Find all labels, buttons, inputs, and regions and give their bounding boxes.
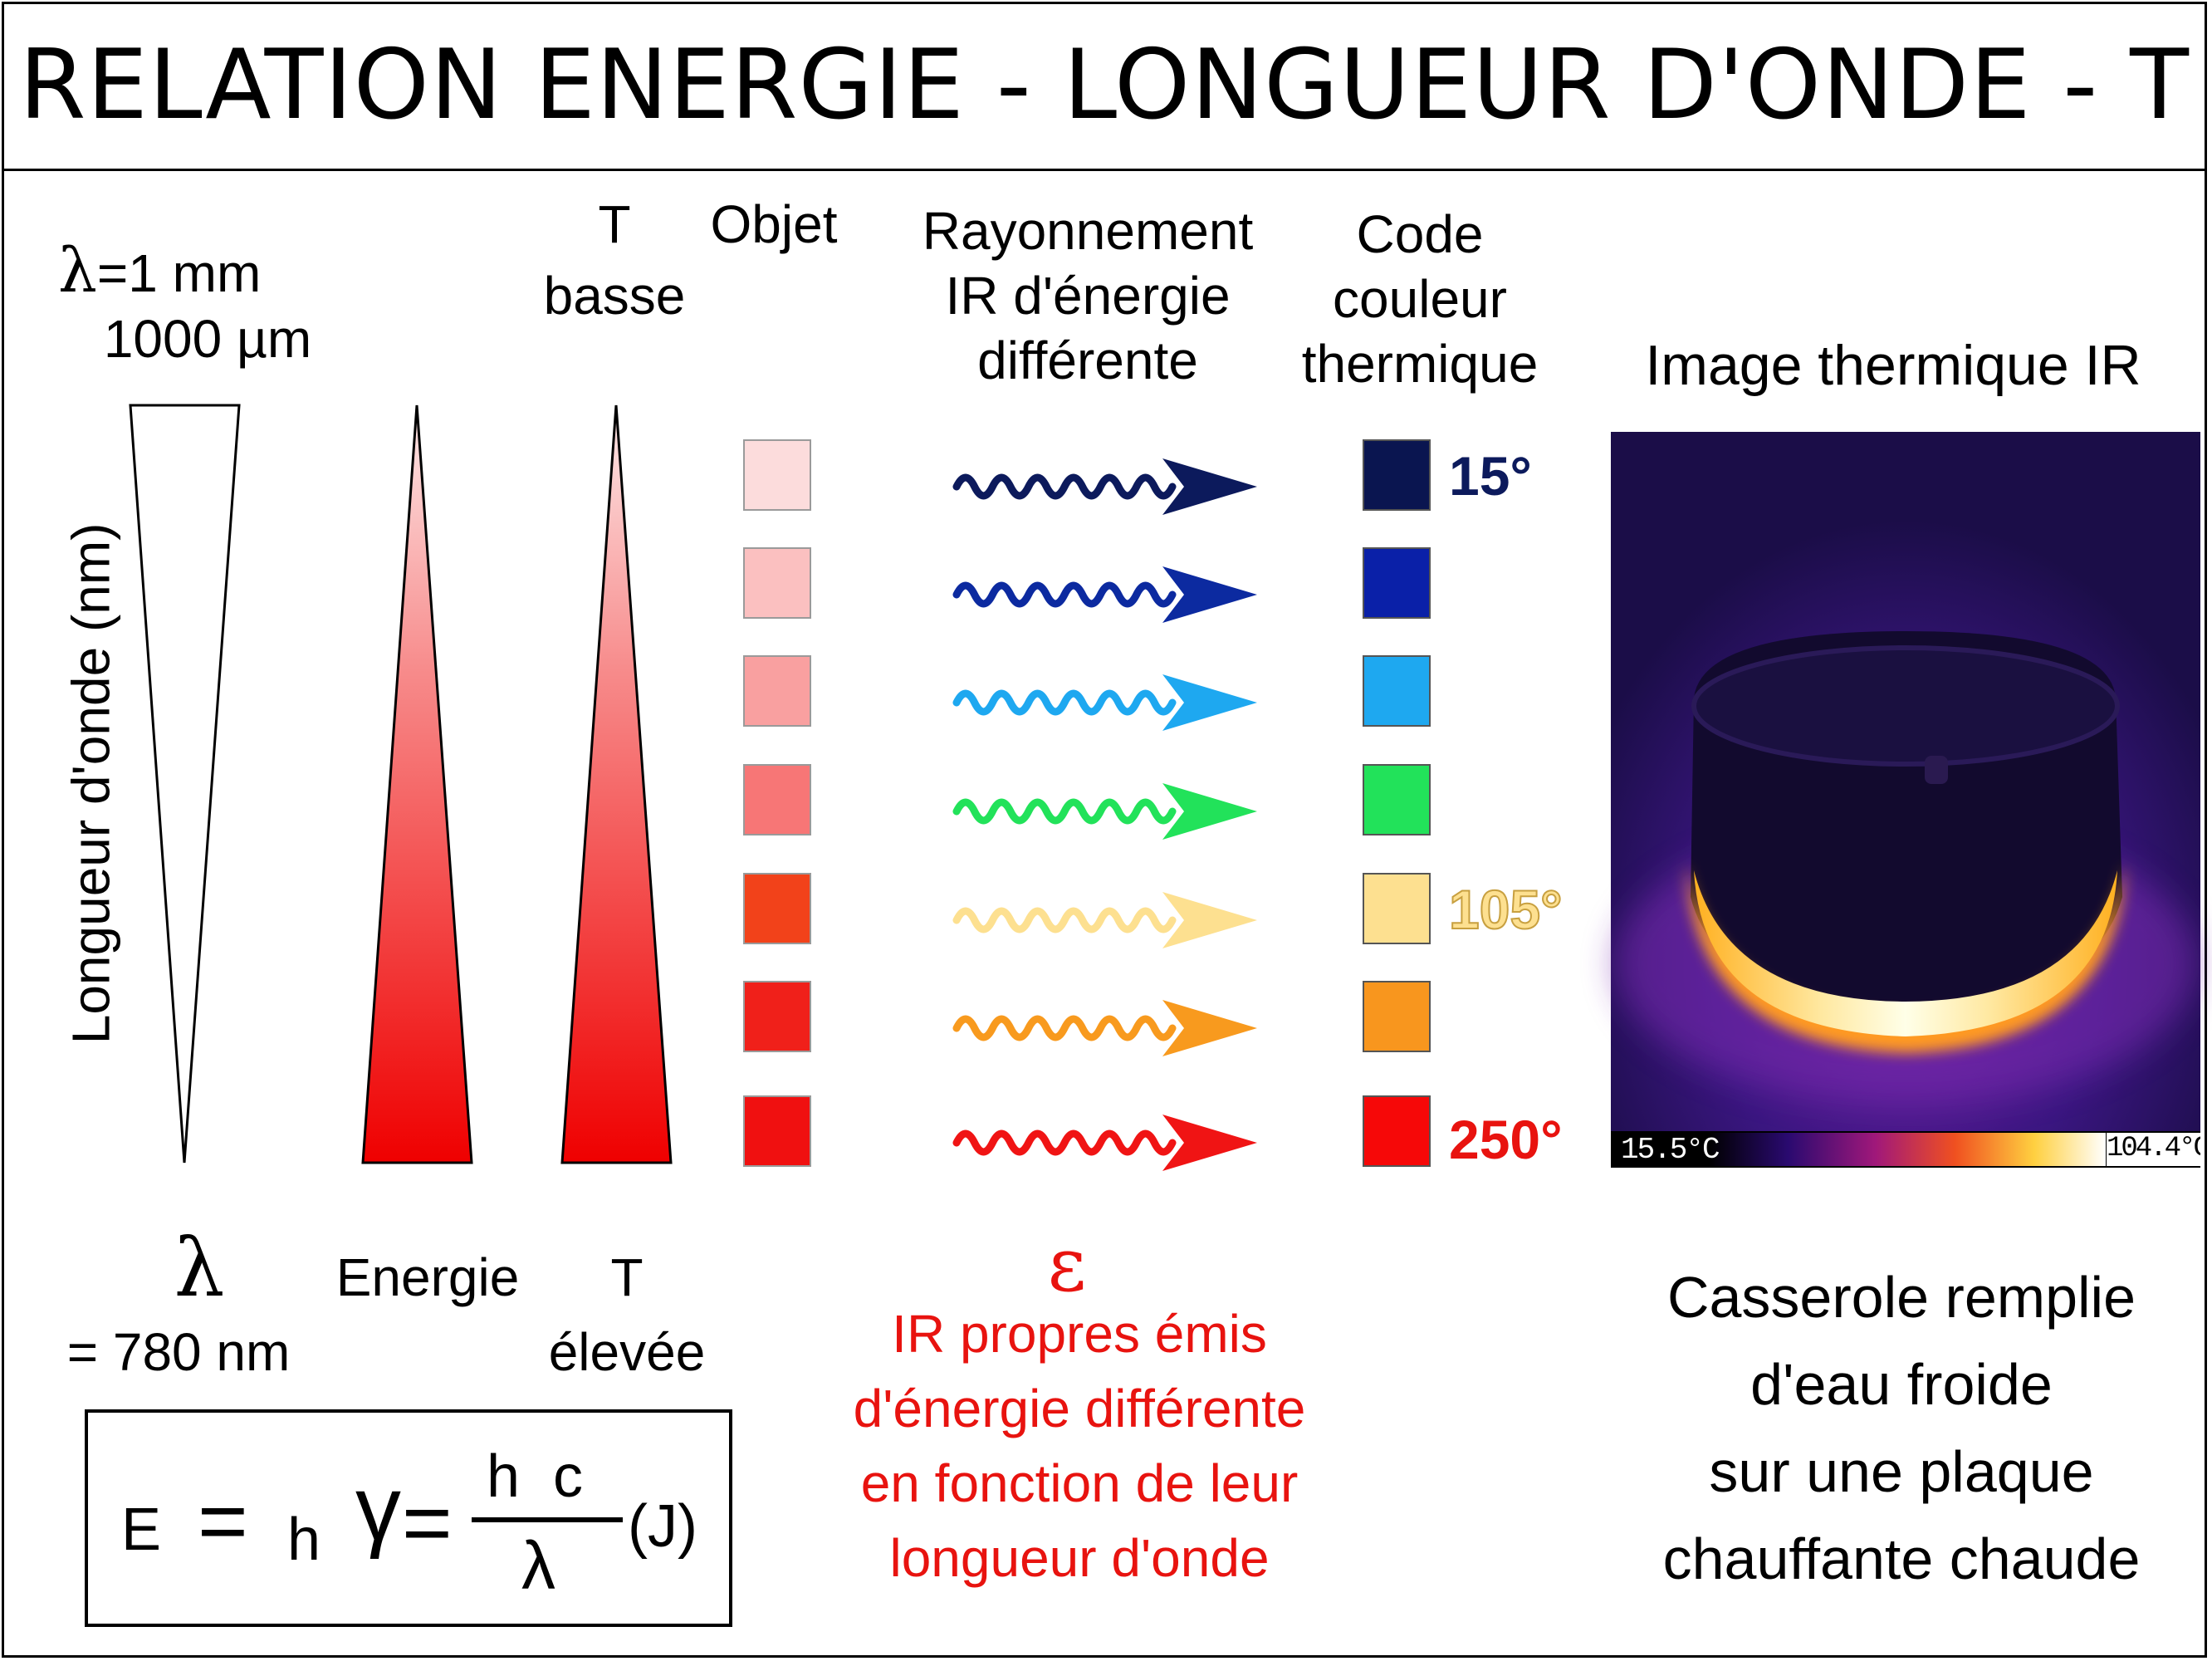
thermal-color-scale	[1709, 1133, 2106, 1166]
code-header-line2: couleur	[1333, 269, 1507, 329]
temperature-triangle	[560, 404, 673, 1164]
thermal-code-square	[1363, 655, 1431, 727]
ir-arrow-head	[1162, 458, 1257, 515]
code-header-line1: Code	[1356, 204, 1484, 264]
ir-wave	[952, 473, 1177, 500]
ir-wave	[952, 907, 1177, 933]
ir-wave	[952, 798, 1177, 825]
temp-label-250: 250°	[1449, 1109, 1563, 1170]
ir-arrow-head	[1162, 1115, 1257, 1171]
object-square	[743, 439, 811, 511]
formula-equals-2: =	[402, 1475, 453, 1571]
object-square	[743, 655, 811, 727]
thermal-scale-min: 15.5°C	[1621, 1133, 1720, 1167]
object-square	[743, 764, 811, 835]
thermal-code-square	[1363, 764, 1431, 835]
lambda-symbol: λ	[58, 235, 97, 306]
thermal-image-title: Image thermique IR	[1645, 334, 2141, 397]
caption-line1: Casserole remplie	[1666, 1265, 2136, 1330]
thermal-scale-max: 104.4°C	[2107, 1133, 2200, 1166]
thermal-code-square	[1363, 439, 1431, 511]
thermal-image	[1611, 432, 2200, 1168]
energy-triangle	[361, 404, 473, 1164]
thermal-code-square	[1363, 1095, 1431, 1167]
temp-label-105: 105°	[1448, 878, 1564, 941]
ir-arrow-head	[1162, 783, 1257, 840]
lambda-top-label: λ=1 mm	[58, 234, 340, 308]
ir-text-line4: longueur d'onde	[889, 1528, 1270, 1588]
lambda-bottom-symbol: λ	[174, 1222, 225, 1315]
ir-wave	[952, 1015, 1177, 1041]
caption-line3: sur une plaque	[1709, 1439, 2094, 1504]
wavelength-triangle	[129, 404, 241, 1164]
ir-text-line1: IR propres émis	[892, 1304, 1267, 1364]
ir-text-line3: en fonction de leur	[860, 1453, 1299, 1513]
ir-arrow-head	[1162, 566, 1257, 623]
formula-gamma: γ	[355, 1458, 401, 1560]
lambda-top-micron: 1000 µm	[103, 309, 312, 369]
formula-denominator: λ	[521, 1528, 555, 1604]
t-high-label-line2: élevée	[548, 1322, 706, 1382]
title-bar: RELATION ENERGIE - LONGUEUR D'ONDE - T	[2, 2, 2207, 171]
object-square	[743, 1095, 811, 1167]
formula-numerator: h c	[487, 1443, 584, 1510]
temp-label-15: 15°	[1449, 445, 1532, 507]
t-low-label-line2: basse	[543, 266, 686, 326]
formula-h: h	[287, 1507, 321, 1573]
rayonnement-header-line2: IR d'énergie	[945, 266, 1231, 326]
formula-unit: (J)	[628, 1493, 697, 1560]
thermal-code-square	[1363, 981, 1431, 1052]
ir-wave	[952, 581, 1177, 608]
caption-line4: chauffante chaude	[1662, 1526, 2141, 1591]
energy-formula: E = h γ = h c λ (J)	[85, 1409, 732, 1627]
lambda-top-value: =1 mm	[96, 243, 262, 303]
rayonnement-header-line3: différente	[977, 331, 1198, 390]
epsilon-symbol: ε	[1047, 1222, 1087, 1309]
rayonnement-header-line1: Rayonnement	[922, 201, 1254, 261]
thermal-code-square	[1363, 547, 1431, 619]
thermal-code-square	[1363, 873, 1431, 944]
formula-fraction-bar	[472, 1517, 623, 1522]
t-low-label-line1: T	[598, 194, 631, 254]
ir-wave	[952, 689, 1177, 716]
object-square	[743, 981, 811, 1052]
formula-equals-1: =	[198, 1473, 248, 1570]
code-header-line3: thermique	[1301, 334, 1539, 394]
page-title: RELATION ENERGIE - LONGUEUR D'ONDE - T	[19, 29, 2190, 141]
ir-text-line2: d'énergie différente	[853, 1379, 1306, 1438]
energie-label: Energie	[335, 1247, 520, 1307]
ir-wave	[952, 1129, 1177, 1156]
t-high-label-line1: T	[610, 1247, 644, 1307]
object-square	[743, 873, 811, 944]
objet-header: Objet	[710, 194, 838, 254]
formula-e: E	[121, 1497, 162, 1563]
ir-arrow-head	[1162, 674, 1257, 731]
ir-arrow-head	[1162, 892, 1257, 948]
object-square	[743, 547, 811, 619]
ir-arrow-head	[1162, 1000, 1257, 1056]
lambda-bottom-value: = 780 nm	[66, 1322, 291, 1382]
caption-line2: d'eau froide	[1750, 1352, 2053, 1417]
